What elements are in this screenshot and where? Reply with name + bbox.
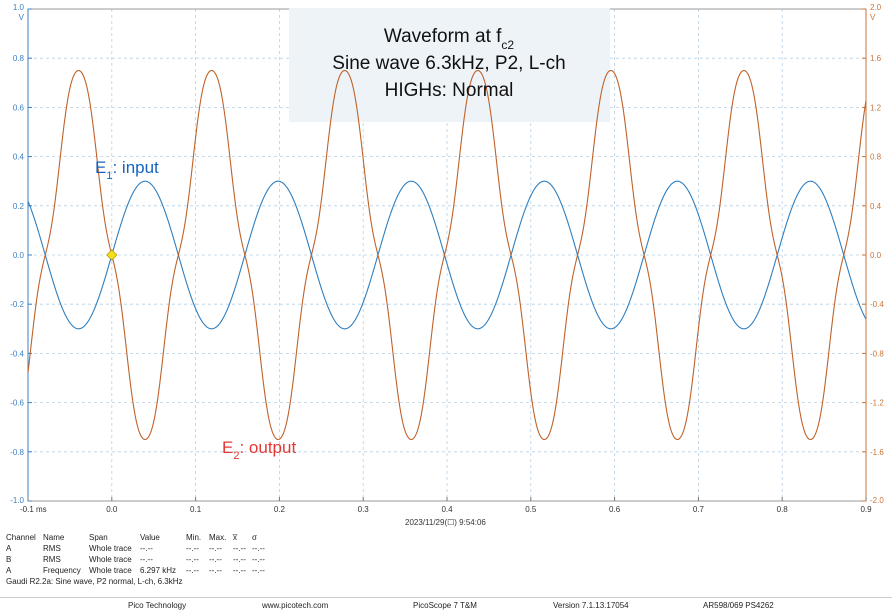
series-label-text: : output bbox=[239, 438, 296, 457]
right-axis-tick-label: -0.8 bbox=[870, 349, 884, 358]
measurement-mean: --.-- bbox=[233, 555, 246, 564]
measurements-header-channel: Channel bbox=[6, 533, 36, 542]
footer-company: Pico Technology bbox=[128, 601, 187, 610]
measurement-span: Whole trace bbox=[89, 566, 132, 575]
right-axis-tick-label: 1.2 bbox=[870, 103, 882, 112]
left-axis-tick-label: -0.2 bbox=[10, 300, 24, 309]
measurement-name: Frequency bbox=[43, 566, 81, 575]
measurement-mean: --.-- bbox=[233, 544, 246, 553]
x-axis-tick-label: 0.0 bbox=[106, 505, 118, 514]
left-axis-tick-label: -1.0 bbox=[10, 496, 24, 505]
waveform-trace-input bbox=[27, 180, 867, 330]
capture-timestamp: 2023/11/29(☐) 9:54:06 bbox=[405, 518, 486, 527]
left-axis-tick-label: 0.6 bbox=[13, 103, 25, 112]
measurement-span: Whole trace bbox=[89, 555, 132, 564]
left-axis-unit: V bbox=[19, 13, 25, 22]
chart-title-line-3: HIGHs: Normal bbox=[385, 80, 514, 101]
measurement-value: --.-- bbox=[140, 544, 153, 553]
right-axis-tick-label: 1.6 bbox=[870, 54, 882, 63]
measurement-channel: A bbox=[6, 566, 12, 575]
right-axis-tick-label: 0.0 bbox=[870, 251, 882, 260]
measurement-max: --.-- bbox=[209, 555, 222, 564]
x-axis-tick-label: -0.1 ms bbox=[20, 505, 47, 514]
title-panel bbox=[289, 8, 610, 122]
measurement-min: --.-- bbox=[186, 544, 199, 553]
trigger-marker bbox=[106, 249, 118, 261]
measurement-max: --.-- bbox=[209, 544, 222, 553]
right-axis-tick-label: -2.0 bbox=[870, 496, 884, 505]
x-axis-tick-label: 0.8 bbox=[777, 505, 789, 514]
plot-grid bbox=[28, 9, 866, 501]
measurement-max: --.-- bbox=[209, 566, 222, 575]
measurement-name: RMS bbox=[43, 555, 61, 564]
measurement-mean: --.-- bbox=[233, 566, 246, 575]
measurements-header-mean: x̅ bbox=[233, 533, 237, 542]
x-axis-tick-label: 0.2 bbox=[274, 505, 286, 514]
measurements-header-value: Value bbox=[140, 533, 160, 542]
right-axis-tick-label: -1.2 bbox=[870, 399, 884, 408]
status-footer: Pico Technology www.picotech.com PicoSco… bbox=[0, 597, 892, 612]
x-axis-tick-label: 0.6 bbox=[609, 505, 621, 514]
right-axis-tick-label: -1.6 bbox=[870, 448, 884, 457]
left-axis-tick-label: 0.2 bbox=[13, 202, 25, 211]
x-axis-tick-label: 0.4 bbox=[441, 505, 453, 514]
axis-labels: 1.0 2.0V V0.8 1.60.6 1.20.4 0.80.2 0.40.0 0.0-0… bbox=[10, 3, 884, 514]
series-label-input: E1: input bbox=[95, 158, 159, 182]
waveform-trace-output bbox=[27, 69, 867, 441]
x-axis-tick-label: 0.5 bbox=[525, 505, 537, 514]
right-axis-tick-label: 0.4 bbox=[870, 202, 882, 211]
footer-version: Version 7.1.13.17054 bbox=[553, 601, 629, 610]
measurement-channel: A bbox=[6, 544, 12, 553]
x-axis-tick-label: 0.7 bbox=[693, 505, 705, 514]
measurements-header-min: Min. bbox=[186, 533, 202, 542]
measurement-sigma: --.-- bbox=[252, 544, 265, 553]
measurement-name: RMS bbox=[43, 544, 61, 553]
left-axis-tick-label: 0.4 bbox=[13, 153, 25, 162]
measurement-min: --.-- bbox=[186, 566, 199, 575]
oscilloscope-plot: 1.0 2.0V V0.8 1.60.6 1.20.4 0.80.2 0.40.0 0.0-0… bbox=[10, 3, 885, 514]
right-axis-tick-label: 0.8 bbox=[870, 153, 882, 162]
footer-website[interactable]: www.picotech.com bbox=[262, 601, 329, 610]
chart-title-line-2: Sine wave 6.3kHz, P2, L-ch bbox=[332, 53, 565, 74]
chart-title-subscript: c2 bbox=[501, 38, 514, 52]
measurement-span: Whole trace bbox=[89, 544, 132, 553]
measurement-value: 6.297 kHz bbox=[140, 566, 177, 575]
measurements-header-sigma: σ bbox=[252, 533, 257, 542]
left-axis-tick-label: -0.6 bbox=[10, 399, 24, 408]
x-axis-tick-label: 0.3 bbox=[358, 505, 370, 514]
x-axis-tick-label: 0.9 bbox=[860, 505, 872, 514]
left-axis-tick-label: -0.4 bbox=[10, 349, 24, 358]
right-axis-tick-label: 2.0 bbox=[870, 3, 882, 12]
series-label-subscript: 1 bbox=[106, 170, 112, 182]
measurements-header-max: Max. bbox=[209, 533, 227, 542]
measurement-sigma: --.-- bbox=[252, 566, 265, 575]
series-label-text: : input bbox=[112, 158, 159, 177]
right-axis-tick-label: -0.4 bbox=[870, 300, 884, 309]
series-label-subscript: 2 bbox=[233, 450, 239, 462]
footer-product: PicoScope 7 T&M bbox=[413, 601, 477, 610]
footer-device: AR598/069 PS4262 bbox=[703, 601, 774, 610]
measurement-value: --.-- bbox=[140, 555, 153, 564]
capture-caption: Gaudi R2.2a: Sine wave, P2 normal, L-ch,… bbox=[6, 577, 183, 586]
left-axis-tick-label: 0.0 bbox=[13, 251, 25, 260]
measurements-header-name: Name bbox=[43, 533, 65, 542]
x-axis-tick-label: 0.1 bbox=[190, 505, 202, 514]
waveform-traces bbox=[27, 69, 867, 441]
left-axis-tick-label: 0.8 bbox=[13, 54, 25, 63]
right-axis-unit: V bbox=[870, 13, 876, 22]
measurements-header-span: Span bbox=[89, 533, 108, 542]
left-axis-tick-label: 1.0 bbox=[13, 3, 25, 12]
left-axis-tick-label: -0.8 bbox=[10, 448, 24, 457]
measurement-min: --.-- bbox=[186, 555, 199, 564]
measurement-sigma: --.-- bbox=[252, 555, 265, 564]
measurement-channel: B bbox=[6, 555, 12, 564]
